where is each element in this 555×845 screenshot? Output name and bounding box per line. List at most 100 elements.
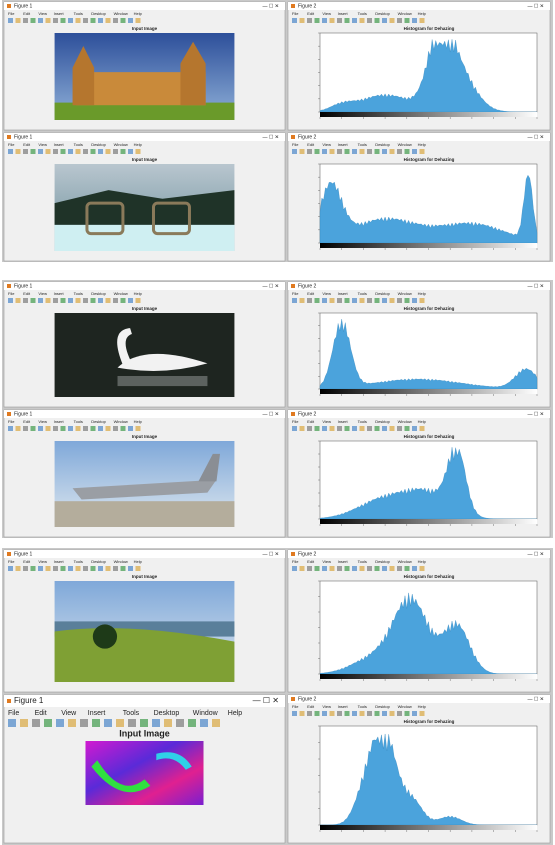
toolbar-button[interactable] bbox=[420, 711, 425, 716]
toolbar-button[interactable] bbox=[38, 149, 43, 154]
toolbar-button[interactable] bbox=[397, 298, 402, 303]
toolbar-button[interactable] bbox=[352, 426, 357, 431]
menu-item[interactable]: View bbox=[38, 559, 47, 564]
toolbar-button[interactable] bbox=[307, 298, 312, 303]
toolbar-button[interactable] bbox=[188, 719, 196, 727]
toolbar-button[interactable] bbox=[8, 298, 13, 303]
toolbar-button[interactable] bbox=[53, 18, 58, 23]
menu-item[interactable]: File bbox=[8, 710, 19, 717]
toolbar-button[interactable] bbox=[61, 149, 66, 154]
toolbar-button[interactable] bbox=[16, 18, 21, 23]
menu-item[interactable]: View bbox=[38, 11, 47, 16]
toolbar-button[interactable] bbox=[113, 149, 118, 154]
toolbar-button[interactable] bbox=[322, 298, 327, 303]
toolbar-button[interactable] bbox=[83, 18, 88, 23]
menu-item[interactable]: Tools bbox=[358, 142, 367, 147]
toolbar-button[interactable] bbox=[8, 149, 13, 154]
toolbar-button[interactable] bbox=[46, 18, 51, 23]
toolbar-button[interactable] bbox=[91, 426, 96, 431]
toolbar-button[interactable] bbox=[23, 298, 28, 303]
menu-item[interactable]: Desktop bbox=[375, 11, 390, 16]
toolbar-button[interactable] bbox=[152, 719, 160, 727]
toolbar-button[interactable] bbox=[292, 149, 297, 154]
menu-item[interactable]: File bbox=[292, 559, 299, 564]
toolbar-button[interactable] bbox=[420, 426, 425, 431]
menu-item[interactable]: Tools bbox=[74, 11, 83, 16]
toolbar-button[interactable] bbox=[315, 426, 320, 431]
toolbar-button[interactable] bbox=[375, 149, 380, 154]
toolbar-button[interactable] bbox=[76, 149, 81, 154]
toolbar-button[interactable] bbox=[307, 149, 312, 154]
toolbar-button[interactable] bbox=[337, 711, 342, 716]
toolbar-button[interactable] bbox=[345, 711, 350, 716]
menu-item[interactable]: Insert bbox=[338, 11, 349, 16]
menu-item[interactable]: Tools bbox=[74, 559, 83, 564]
toolbar-button[interactable] bbox=[412, 426, 417, 431]
menu-item[interactable]: Edit bbox=[23, 11, 31, 16]
toolbar-button[interactable] bbox=[91, 566, 96, 571]
toolbar-button[interactable] bbox=[345, 426, 350, 431]
toolbar-button[interactable] bbox=[405, 18, 410, 23]
toolbar-button[interactable] bbox=[98, 149, 103, 154]
toolbar-button[interactable] bbox=[300, 298, 305, 303]
menu-item[interactable]: File bbox=[8, 142, 15, 147]
menu-item[interactable]: Insert bbox=[54, 291, 65, 296]
toolbar-button[interactable] bbox=[53, 298, 58, 303]
toolbar-button[interactable] bbox=[292, 18, 297, 23]
menu-item[interactable]: Window bbox=[114, 291, 128, 296]
toolbar-button[interactable] bbox=[315, 566, 320, 571]
toolbar-button[interactable] bbox=[352, 149, 357, 154]
toolbar-button[interactable] bbox=[128, 566, 133, 571]
menu-item[interactable]: Help bbox=[418, 704, 427, 709]
toolbar-button[interactable] bbox=[405, 711, 410, 716]
toolbar-button[interactable] bbox=[200, 719, 208, 727]
toolbar-button[interactable] bbox=[360, 711, 365, 716]
toolbar-button[interactable] bbox=[337, 426, 342, 431]
menu-item[interactable]: File bbox=[8, 559, 15, 564]
toolbar-button[interactable] bbox=[61, 18, 66, 23]
menu-item[interactable]: File bbox=[292, 291, 299, 296]
menu-item[interactable]: Window bbox=[114, 11, 128, 16]
toolbar-button[interactable] bbox=[300, 18, 305, 23]
menu-item[interactable]: Edit bbox=[307, 704, 315, 709]
toolbar-button[interactable] bbox=[315, 298, 320, 303]
menu-item[interactable]: View bbox=[322, 419, 331, 424]
toolbar-button[interactable] bbox=[68, 719, 76, 727]
toolbar-button[interactable] bbox=[390, 18, 395, 23]
toolbar-button[interactable] bbox=[307, 711, 312, 716]
toolbar-button[interactable] bbox=[83, 566, 88, 571]
toolbar-button[interactable] bbox=[38, 298, 43, 303]
toolbar-button[interactable] bbox=[375, 298, 380, 303]
toolbar-button[interactable] bbox=[382, 426, 387, 431]
menu-item[interactable]: Tools bbox=[74, 419, 83, 424]
toolbar-button[interactable] bbox=[337, 149, 342, 154]
toolbar-button[interactable] bbox=[315, 711, 320, 716]
menu-item[interactable]: Window bbox=[114, 559, 128, 564]
toolbar-button[interactable] bbox=[46, 566, 51, 571]
toolbar-button[interactable] bbox=[56, 719, 64, 727]
toolbar-button[interactable] bbox=[382, 149, 387, 154]
toolbar-button[interactable] bbox=[405, 566, 410, 571]
menu-item[interactable]: Edit bbox=[23, 142, 31, 147]
toolbar-button[interactable] bbox=[397, 149, 402, 154]
menu-item[interactable]: Desktop bbox=[154, 710, 180, 717]
menu-item[interactable]: Tools bbox=[74, 291, 83, 296]
toolbar-button[interactable] bbox=[53, 426, 58, 431]
toolbar-button[interactable] bbox=[292, 426, 297, 431]
toolbar-button[interactable] bbox=[68, 18, 73, 23]
toolbar-button[interactable] bbox=[345, 18, 350, 23]
menu-item[interactable]: View bbox=[38, 291, 47, 296]
toolbar-button[interactable] bbox=[322, 426, 327, 431]
toolbar-button[interactable] bbox=[98, 298, 103, 303]
menu-item[interactable]: View bbox=[38, 142, 47, 147]
toolbar-button[interactable] bbox=[106, 18, 111, 23]
toolbar-button[interactable] bbox=[136, 149, 141, 154]
toolbar-button[interactable] bbox=[352, 711, 357, 716]
toolbar-button[interactable] bbox=[23, 149, 28, 154]
toolbar-button[interactable] bbox=[397, 711, 402, 716]
toolbar-button[interactable] bbox=[8, 719, 16, 727]
menu-item[interactable]: Insert bbox=[338, 559, 349, 564]
menu-item[interactable]: File bbox=[292, 11, 299, 16]
toolbar-button[interactable] bbox=[68, 566, 73, 571]
menu-item[interactable]: Desktop bbox=[91, 291, 106, 296]
